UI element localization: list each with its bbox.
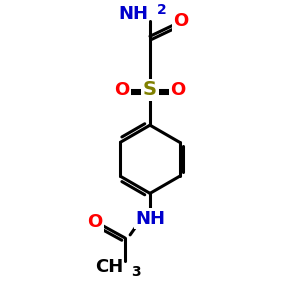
Text: 2: 2 <box>156 3 166 17</box>
Text: O: O <box>170 81 186 99</box>
Text: O: O <box>114 81 130 99</box>
Text: CH: CH <box>95 259 123 277</box>
Text: O: O <box>173 12 189 30</box>
Text: O: O <box>88 212 103 230</box>
Text: NH: NH <box>118 5 148 23</box>
Text: NH: NH <box>135 210 165 228</box>
Text: 3: 3 <box>131 265 141 279</box>
Text: S: S <box>143 80 157 99</box>
